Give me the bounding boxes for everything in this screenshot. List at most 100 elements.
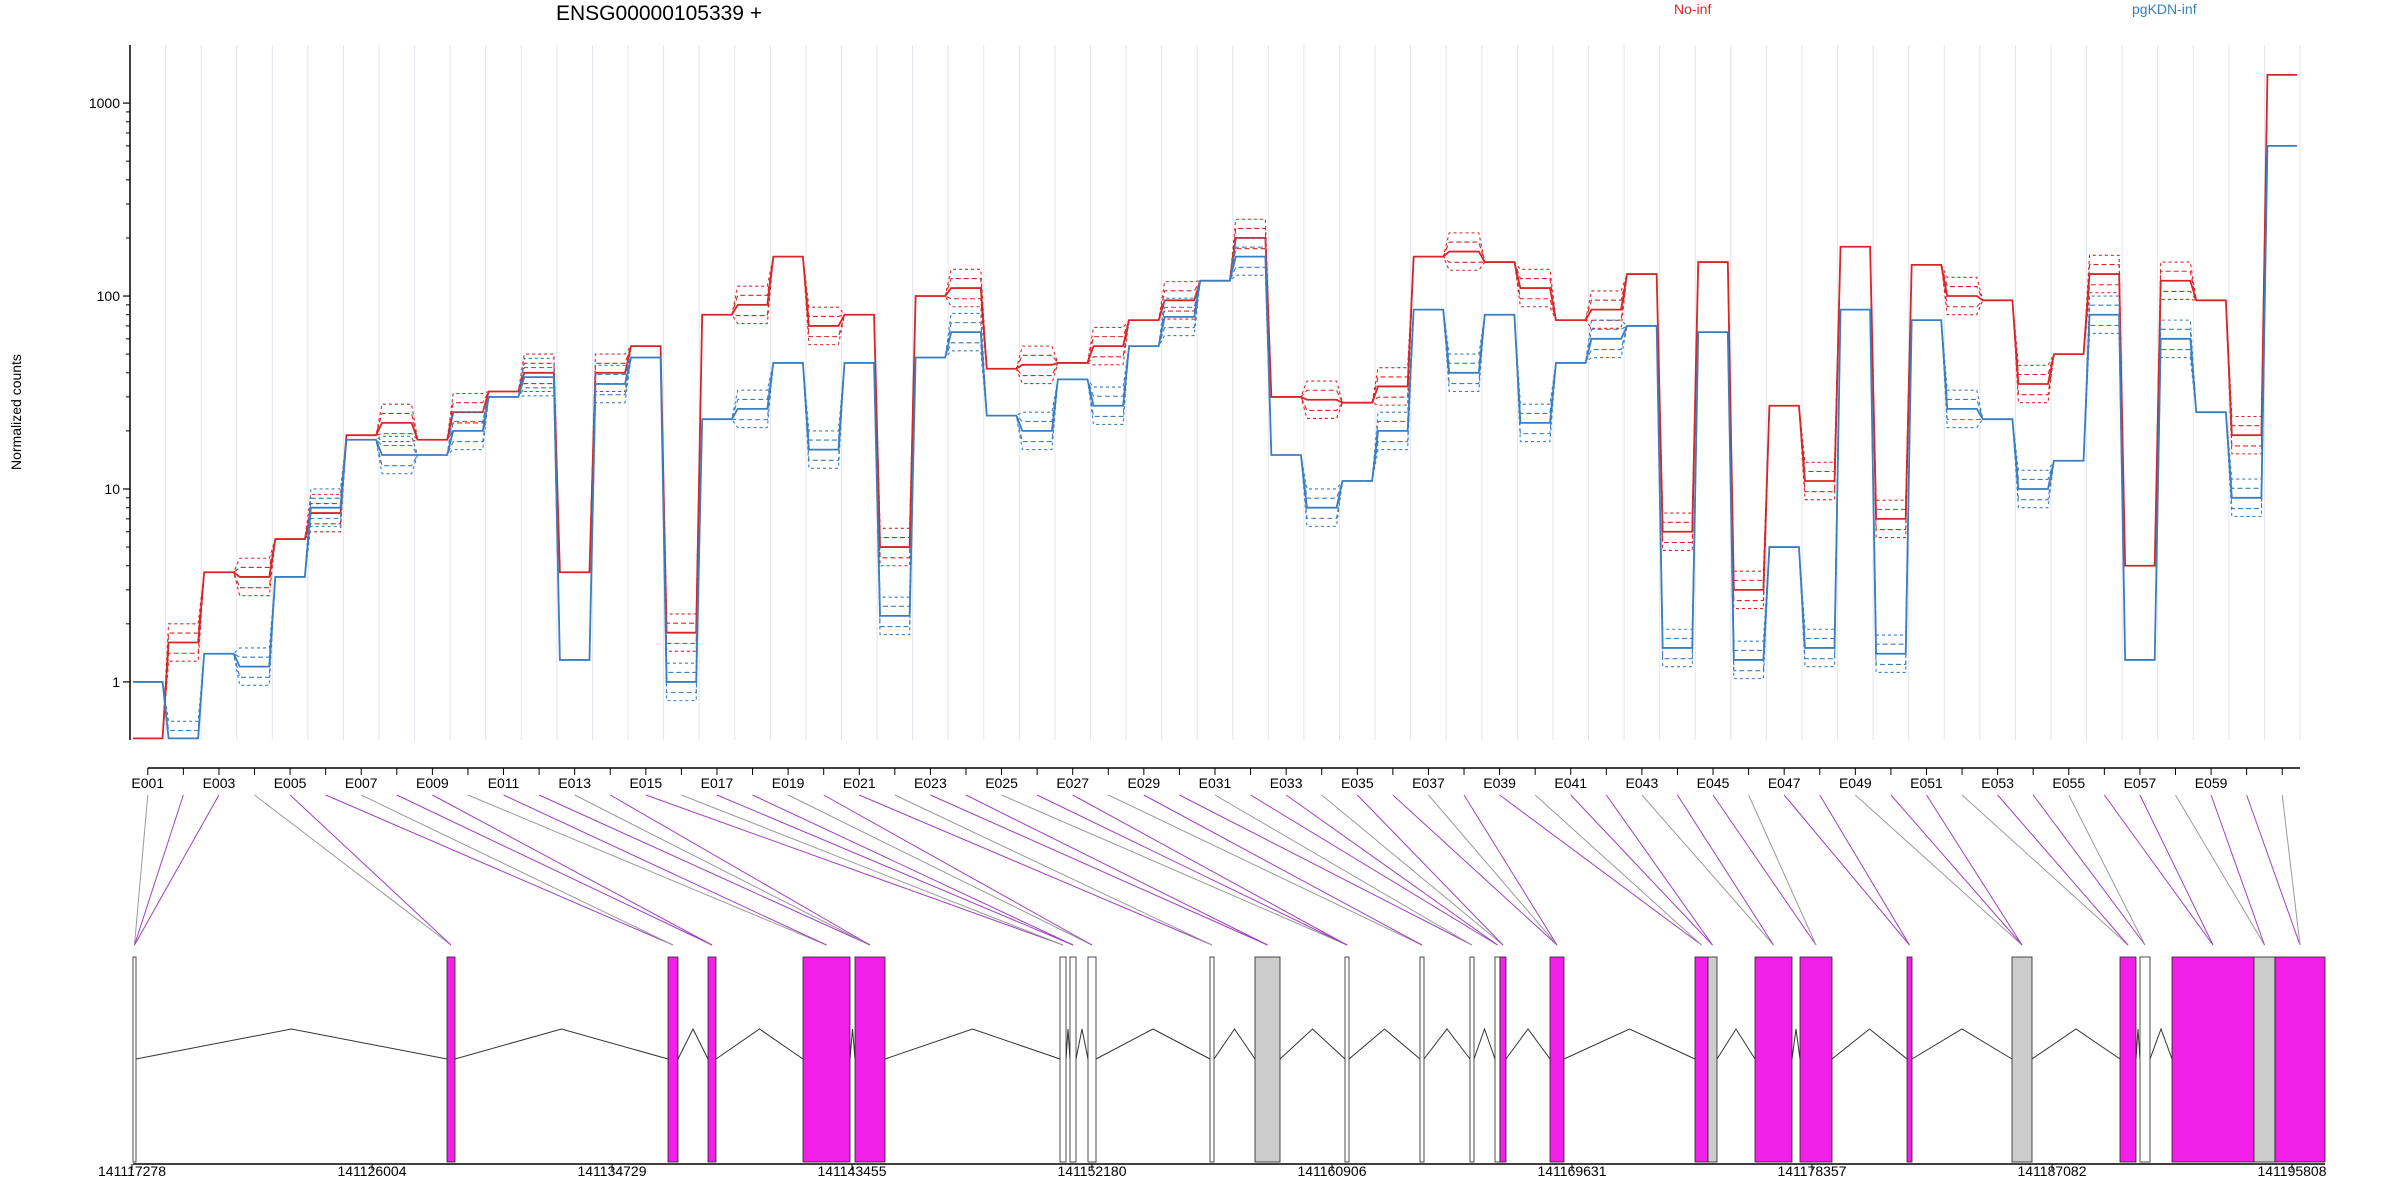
connector-line [965,794,1268,946]
connector-line [716,794,1074,946]
intron-line [2149,1027,2173,1060]
exon-block [1494,956,1501,1163]
exon-label: E011 [488,775,520,791]
exon-block [1754,956,1793,1163]
intron-line [454,1028,669,1060]
exon-block [1254,956,1281,1163]
exon-label: E045 [1697,775,1730,791]
exon-block [2253,956,2276,1163]
exon-label: E053 [1981,775,2014,791]
intron-line [1348,1028,1421,1060]
intron-line [2135,1028,2141,1060]
exon-label: E037 [1412,775,1445,791]
connector-line [2068,794,2146,946]
exon-label: E047 [1768,775,1801,791]
exon-label: E021 [843,775,876,791]
intron-line [849,1028,856,1060]
connector-line [2246,794,2301,946]
exon-label: E031 [1199,775,1232,791]
connector-line [396,794,713,946]
exon-label: E017 [701,775,734,791]
connector-line [823,794,1093,946]
connector-line [1570,794,1713,946]
exon-block [1059,956,1067,1163]
exon-block [1209,956,1215,1163]
connector-line [1819,794,1910,946]
connector-line [2281,794,2301,946]
connector-line [134,794,149,946]
genomic-tick-label: 141178357 [1777,1163,1846,1179]
exon-block [446,956,456,1163]
exon-block [802,956,851,1163]
connector-line [361,794,674,946]
y-tick-label: 1000 [89,95,120,111]
exon-block [2011,956,2033,1163]
legend-pgkdn-inf: pgKDN-inf [2132,1,2197,17]
y-tick-label: 100 [97,288,121,304]
series-no-inf [133,74,2297,739]
connector-line [2139,794,2214,946]
exon-label: E025 [985,775,1018,791]
connector-line [503,794,827,946]
exon-label: E059 [2195,775,2228,791]
connector-line [1712,794,1817,946]
connector-line [1926,794,2023,946]
connector-line [289,794,452,946]
series-no-inf [133,74,2297,739]
series-pgkdn-inf [133,145,2297,732]
connector-line [1321,794,1504,946]
connector-line [1250,794,1498,946]
exon-block [1469,956,1475,1163]
connector-line [325,794,674,946]
intron-line [1075,1028,1089,1060]
exon-block [2274,956,2326,1163]
connector-line [432,794,713,946]
connector-line [1534,794,1702,946]
exon-block [707,956,717,1163]
exon-label: E019 [772,775,805,791]
connector-line [538,794,871,946]
exon-label: E003 [203,775,236,791]
connector-line [1285,794,1498,946]
connector-line [1854,794,2023,946]
exon-block [2119,956,2137,1163]
exon-label: E029 [1128,775,1161,791]
exon-block [2171,956,2255,1163]
connector-line [787,794,1093,946]
connector-line [645,794,1064,946]
exon-block [854,956,886,1163]
intron-line [2031,1028,2121,1060]
exon-label: E033 [1270,775,1303,791]
exon-block [1694,956,1709,1163]
intron-line [1791,1028,1801,1060]
connector-line [2210,794,2265,946]
exon-label: E039 [1483,775,1516,791]
connector-line [467,794,827,946]
exon-block [2139,956,2151,1163]
connector-line [859,794,1213,946]
connector-line [1499,794,1702,946]
exon-block [1499,956,1507,1163]
connector-line [134,794,220,946]
exon-block [1087,956,1097,1163]
connector-line [574,794,871,946]
connector-line [2032,794,2146,946]
exon-block [667,956,679,1163]
intron-line [1423,1028,1471,1060]
connector-line [1001,794,1348,946]
genomic-tick-label: 141126004 [337,1163,406,1179]
connector-line [1143,794,1423,946]
connector-line [1214,794,1473,946]
connector-line [2103,794,2214,946]
exon-block [1419,956,1425,1163]
connector-line [1677,794,1774,946]
exon-label: E051 [1910,775,1943,791]
connector-line [1463,794,1558,946]
connector-line [1356,794,1504,946]
exon-block [1344,956,1350,1163]
connector-line [930,794,1268,946]
connector-line [894,794,1213,946]
exon-label: E007 [345,775,378,791]
intron-line [1065,1028,1071,1060]
